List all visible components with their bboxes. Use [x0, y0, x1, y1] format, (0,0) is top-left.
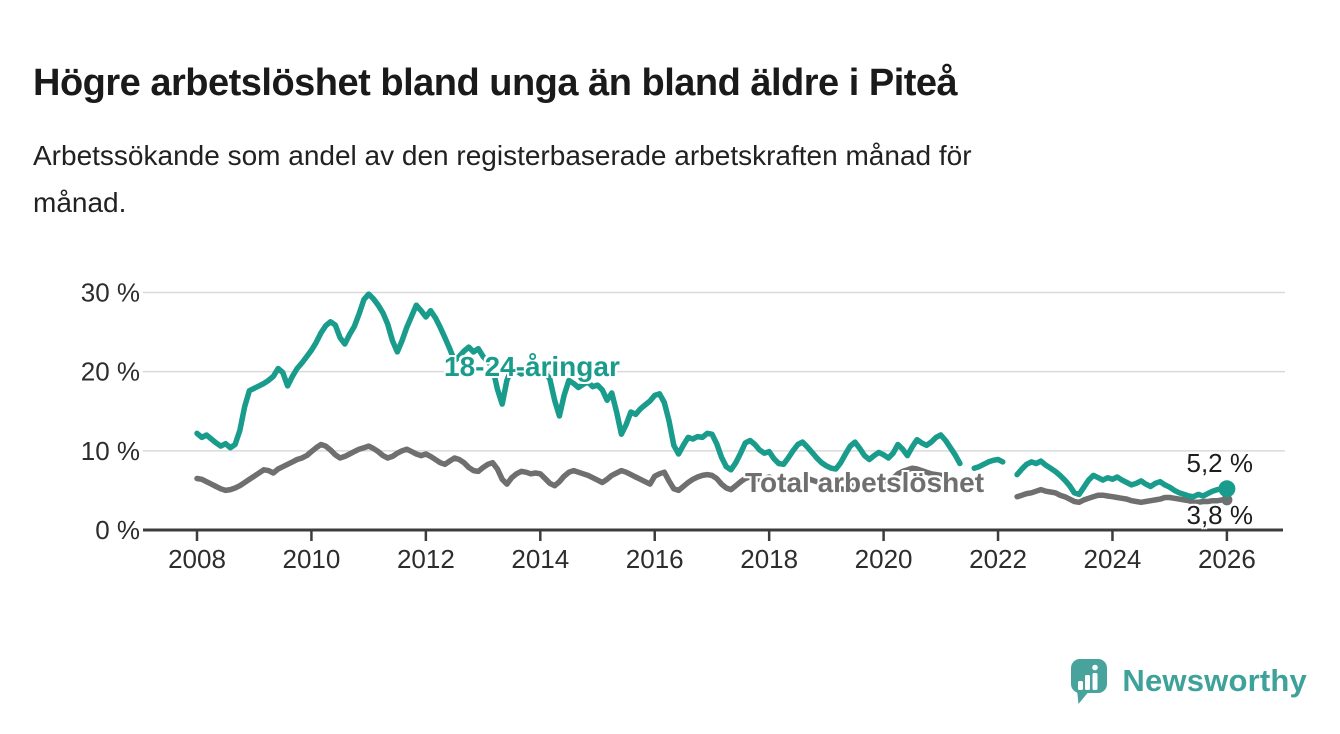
series-label-youth: 18-24-åringar: [444, 351, 620, 382]
x-tick-label-2010: 2010: [283, 544, 341, 574]
series-end-dot-0: [1218, 480, 1236, 498]
end-value-label-total: 3,8 %: [1186, 500, 1254, 530]
y-tick-label-10: 10 %: [81, 436, 140, 466]
newsworthy-logo: Newsworthy: [1069, 656, 1307, 706]
chart-subtitle-line-1: Arbetssökande som andel av den registerb…: [33, 140, 972, 171]
x-tick-label-2012: 2012: [397, 544, 455, 574]
series-line-1: [194, 441, 963, 494]
y-tick-label-0: 0 %: [95, 515, 140, 545]
x-tick-label-2026: 2026: [1198, 544, 1256, 574]
x-tick-label-2014: 2014: [511, 544, 569, 574]
y-tick-label-20: 20 %: [81, 357, 140, 387]
chart-title: Högre arbetslöshet bland unga än bland ä…: [33, 62, 958, 105]
x-tick-label-2016: 2016: [626, 544, 684, 574]
speech-bubble-bar-chart-icon: [1071, 659, 1108, 704]
series-line-0: [1014, 458, 1230, 500]
end-value-label-youth: 5,2 %: [1186, 448, 1254, 478]
logo-text: Newsworthy: [1122, 663, 1307, 698]
x-tick-label-2018: 2018: [740, 544, 798, 574]
x-tick-label-2022: 2022: [969, 544, 1027, 574]
series-line-0: [194, 291, 963, 473]
y-tick-label-30: 30 %: [81, 277, 140, 307]
x-tick-label-2020: 2020: [855, 544, 913, 574]
series-end-dot-1: [1221, 494, 1233, 506]
series-label-total: Total arbetslöshet: [745, 467, 985, 498]
x-tick-label-2024: 2024: [1084, 544, 1142, 574]
chart-subtitle-line-2: månad.: [33, 187, 127, 218]
series-line-0: [971, 456, 1006, 471]
x-tick-label-2008: 2008: [168, 544, 226, 574]
series-line-1: [1014, 486, 1230, 506]
chart-subtitle: Arbetssökande som andel av den registerb…: [33, 132, 1293, 226]
